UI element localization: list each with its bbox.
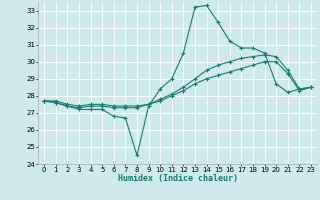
X-axis label: Humidex (Indice chaleur): Humidex (Indice chaleur) [118, 174, 238, 183]
